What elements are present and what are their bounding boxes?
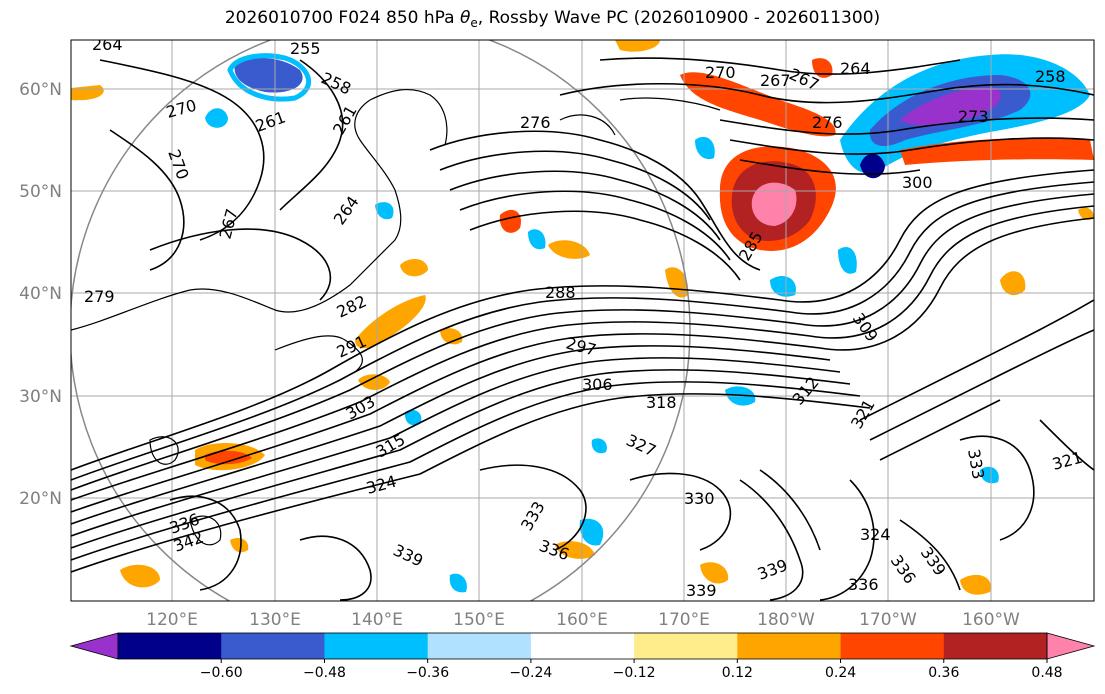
colorbar: −0.60 −0.48 −0.36 −0.24 −0.12 0.12 0.24 0.36 0.4… <box>69 632 1096 681</box>
map-plot-area: 264 255 258 270 261 261 270 267 264 267 … <box>71 35 1094 601</box>
anomaly-blob-positive-south-a <box>230 538 249 553</box>
contour-label: 318 <box>646 393 677 412</box>
lon-label-120e: 120°E <box>146 610 198 630</box>
contour-label: 264 <box>92 35 123 54</box>
colorbar-tick-label: 0.48 <box>1031 665 1062 681</box>
colorbar-segment <box>118 633 222 659</box>
colorbar-tick-label: −0.48 <box>303 665 346 681</box>
lat-label-50n: 50°N <box>19 182 62 202</box>
lon-label-160e: 160°E <box>556 610 608 630</box>
anomaly-blob-positive-mid-e <box>358 374 390 390</box>
latitude-labels: 60°N 50°N 40°N 30°N 20°N <box>19 80 62 509</box>
colorbar-tick-labels: −0.60 −0.48 −0.36 −0.24 −0.12 0.12 0.24 0.36 0.4… <box>200 659 1063 681</box>
anomaly-blob-negative-mid-a <box>375 202 394 220</box>
contour-label: 288 <box>545 283 576 302</box>
colorbar-tick-label: −0.36 <box>406 665 449 681</box>
colorbar-tick-label: −0.60 <box>200 665 243 681</box>
colorbar-segments <box>118 633 1048 659</box>
anomaly-blob-negative-mid-g <box>404 409 422 426</box>
colorbar-tick-label: −0.24 <box>509 665 552 681</box>
anomaly-blob-negative-nw <box>234 58 303 93</box>
colorbar-tick-label: 0.24 <box>825 665 856 681</box>
lon-label-170e: 170°E <box>658 610 710 630</box>
anomaly-blob-negative-mid-f <box>838 246 857 274</box>
colorbar-segment <box>737 633 842 659</box>
longitude-labels: 120°E 130°E 140°E 150°E 160°E 170°E 180°… <box>146 610 1020 630</box>
contour-label: 336 <box>848 575 879 594</box>
map-frame <box>70 39 1095 602</box>
colorbar-high-extension <box>1046 632 1096 660</box>
anomaly-blob-negative-mid-b <box>528 229 546 250</box>
contour-label: 273 <box>958 107 989 126</box>
anomaly-blob-negative-south <box>449 573 467 593</box>
anomaly-blob-negative-ne-peak <box>900 87 1001 126</box>
colorbar-segment <box>427 633 532 659</box>
colorbar-segment <box>840 633 945 659</box>
colorbar-segment <box>530 633 635 659</box>
contour-label: 276 <box>520 113 551 132</box>
colorbar-segment <box>634 633 738 659</box>
colorbar-segment <box>221 633 325 659</box>
contour-label: 279 <box>84 287 115 306</box>
contour-label: 339 <box>686 581 717 600</box>
contour-label: 276 <box>812 113 843 132</box>
contour-label: 270 <box>705 63 736 82</box>
contour-label: 324 <box>860 525 891 544</box>
lon-label-150e: 150°E <box>453 610 505 630</box>
colorbar-frame <box>117 632 1048 660</box>
lat-label-60n: 60°N <box>19 80 62 100</box>
contour-label: 306 <box>582 375 613 394</box>
colorbar-tick-label: 0.12 <box>722 665 753 681</box>
anomaly-blob-positive-sw <box>120 564 160 588</box>
anomaly-blob-negative-mid-h <box>591 438 607 454</box>
contour-label: 300 <box>902 173 933 192</box>
colorbar-tick-label: −0.12 <box>613 665 656 681</box>
anomaly-blob-positive-mid-b <box>548 240 590 259</box>
lon-label-130e: 130°E <box>249 610 301 630</box>
anomaly-blob-positive-central-peak <box>751 182 797 226</box>
anomaly-blob-positive-east-asia-core <box>205 450 252 465</box>
anomaly-blob-positive-north <box>680 72 836 137</box>
anomaly-blob-positive-top <box>615 40 660 52</box>
anomaly-blob-negative-left <box>205 108 228 128</box>
lat-label-40n: 40°N <box>19 284 62 304</box>
anomaly-blob-positive-east-a <box>1000 271 1026 296</box>
lat-label-30n: 30°N <box>19 387 62 407</box>
colorbar-segment <box>943 633 1048 659</box>
anomaly-blob-negative-east <box>980 466 999 484</box>
anomaly-blob-positive-east-b <box>1078 207 1094 220</box>
lat-label-20n: 20°N <box>19 489 62 509</box>
shaded-anomaly-fields <box>71 40 1094 595</box>
colorbar-low-extension <box>69 632 119 660</box>
contour-label: 255 <box>290 39 321 58</box>
colorbar-segment <box>324 633 429 659</box>
gridlines <box>71 40 1094 601</box>
anomaly-blob-positive-japan-a <box>355 295 426 349</box>
map-title: 2026010700 F024 850 hPa θe, Rossby Wave … <box>224 8 881 30</box>
anomaly-blob-negative-mid-i <box>579 518 604 546</box>
colorbar-tick-label: 0.36 <box>928 665 959 681</box>
lon-label-180w: 180°W <box>757 610 815 630</box>
lon-label-170w: 170°W <box>859 610 917 630</box>
anomaly-blob-positive-se <box>960 574 991 595</box>
anomaly-blob-negative-nw-ring <box>227 53 312 102</box>
lon-label-140e: 140°E <box>351 610 403 630</box>
contour-label: 258 <box>1035 67 1066 86</box>
contour-label: 267 <box>760 71 791 90</box>
theta-e-contours <box>71 57 1094 601</box>
contour-label: 264 <box>840 59 871 78</box>
anomaly-blob-positive-mid-f <box>812 58 833 78</box>
contour-label: 330 <box>684 489 715 508</box>
anomaly-blob-negative-small <box>860 153 885 179</box>
anomaly-blob-negative-mid-c <box>695 136 715 160</box>
anomaly-blob-positive-japan-b <box>400 258 428 277</box>
anomaly-blob-negative-mid-e <box>770 275 796 297</box>
lon-label-160w: 160°W <box>962 610 1020 630</box>
anomaly-blob-positive-south-c <box>700 562 729 584</box>
coastlines <box>71 89 721 546</box>
anomaly-blob-positive-mid-a <box>499 209 521 233</box>
reference-circle <box>71 40 691 601</box>
